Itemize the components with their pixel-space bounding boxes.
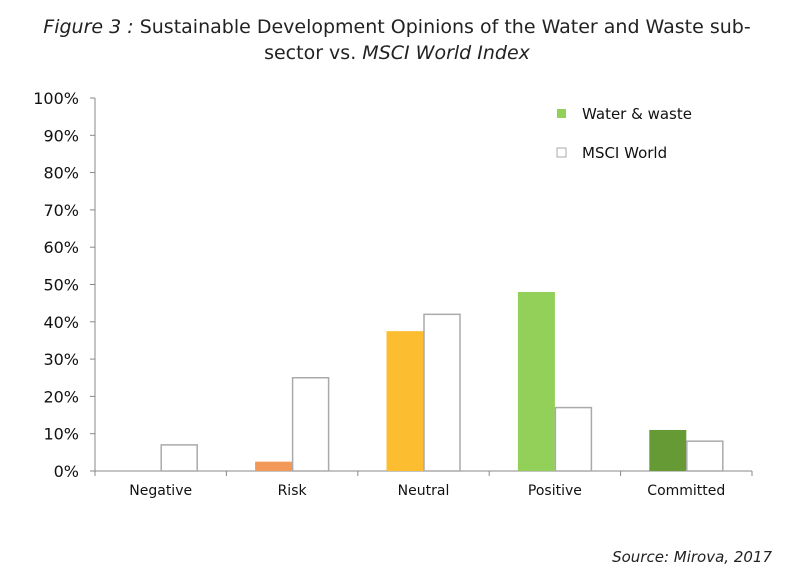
bar-water-waste	[255, 461, 293, 471]
bar-msci-world	[554, 406, 593, 472]
y-tick-label: 30%	[43, 350, 79, 369]
title-line-2: sector vs. MSCI World Index	[0, 40, 794, 66]
bar-water-waste	[386, 331, 424, 471]
title-text-1: Sustainable Development Opinions of the …	[139, 16, 751, 38]
bars	[160, 291, 724, 472]
bar-msci-world	[423, 313, 461, 472]
bar-msci-world	[160, 444, 198, 472]
bar-water-waste	[649, 429, 687, 471]
y-tick-label: 80%	[43, 164, 79, 183]
x-tick-label: Committed	[647, 483, 725, 499]
y-tick-label: 0%	[54, 462, 79, 481]
y-tick-label: 70%	[43, 201, 79, 220]
legend-label: MSCI World	[582, 144, 667, 162]
y-tick-label: 40%	[43, 313, 79, 332]
y-tick-label: 50%	[43, 276, 79, 295]
bar-msci-world	[686, 440, 724, 472]
legend-swatch	[556, 147, 567, 158]
source-note: Source: Mirova, 2017	[612, 548, 772, 566]
title-text-2: sector vs.	[264, 42, 357, 64]
y-tick-label: 20%	[43, 387, 79, 406]
axes: 0% 10% 20% 30% 40% 50% 60% 70% 80% 90% 100% Negativ…	[33, 89, 753, 499]
x-tick-label: Negative	[129, 483, 192, 499]
bar-msci-world	[291, 377, 330, 472]
chart-title: Figure 3 : Sustainable Development Opini…	[0, 14, 794, 66]
title-italic-index: MSCI World Index	[362, 42, 530, 64]
title-line-1: Figure 3 : Sustainable Development Opini…	[0, 14, 794, 40]
y-tick-label: 10%	[43, 425, 79, 444]
y-tick-label: 90%	[43, 126, 79, 145]
x-tick-label: Positive	[528, 483, 582, 499]
figure-label: Figure 3 :	[43, 16, 134, 38]
x-tick-label: Risk	[278, 483, 308, 499]
legend-swatch	[557, 109, 566, 118]
legend-label: Water & waste	[582, 105, 692, 123]
bar-water-waste	[517, 291, 555, 471]
legend: Water & waste MSCI World	[556, 105, 692, 162]
y-tick-label: 60%	[43, 238, 79, 257]
x-tick-label: Neutral	[398, 483, 450, 499]
y-tick-label: 100%	[33, 89, 79, 108]
